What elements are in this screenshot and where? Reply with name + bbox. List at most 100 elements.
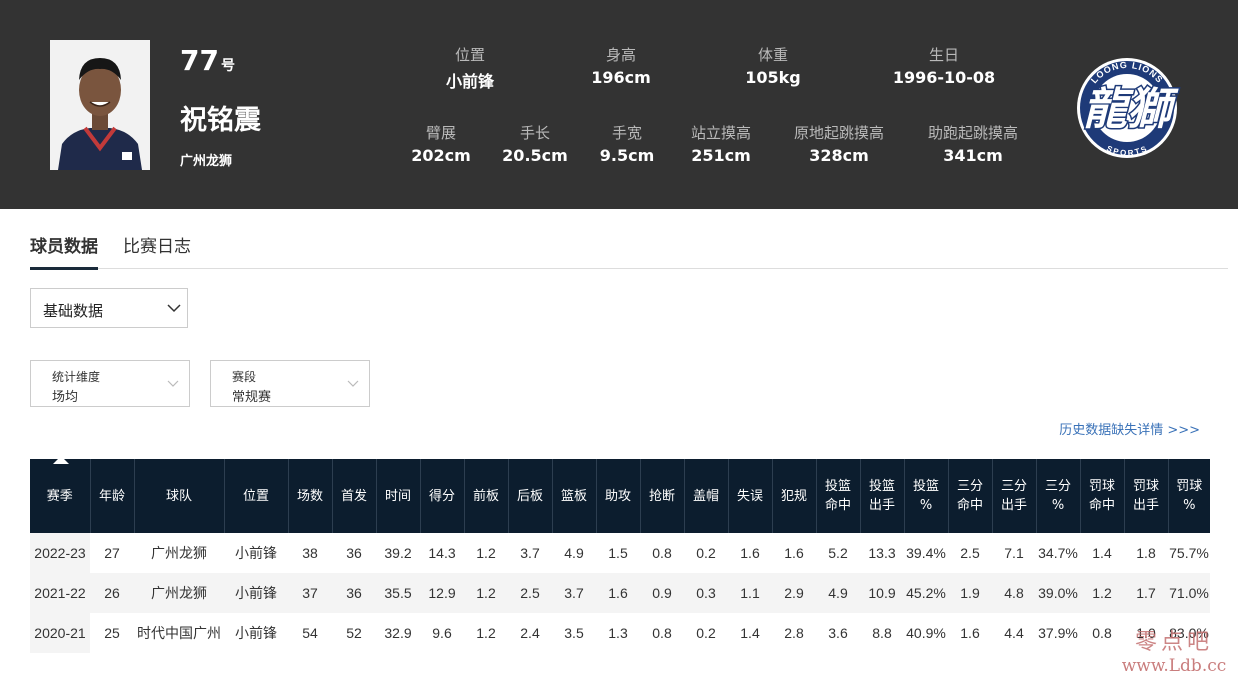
table-cell: 7.1 — [992, 533, 1036, 573]
attr-label: 手宽 — [611, 124, 642, 142]
column-header: 罚球 命中 — [1080, 459, 1125, 533]
table-cell: 12.9 — [420, 573, 464, 613]
stat-type-select[interactable]: 基础数据 — [30, 288, 188, 328]
table-cell: 35.5 — [376, 573, 420, 613]
table-cell: 2020-21 — [30, 613, 90, 653]
attr-value: 251cm — [691, 146, 751, 165]
table-cell: 1.2 — [1080, 573, 1124, 613]
player-name: 祝铭震 — [180, 105, 261, 136]
column-header[interactable]: 赛季 — [30, 459, 91, 533]
table-cell: 71.0% — [1168, 573, 1210, 613]
column-header: 场数 — [288, 459, 333, 533]
table-cell: 9.6 — [420, 613, 464, 653]
filter-phase-select[interactable]: 赛段 常规赛 — [210, 360, 370, 407]
table-cell: 小前锋 — [224, 573, 288, 613]
column-header: 失误 — [728, 459, 773, 533]
column-header: 三分 出手 — [992, 459, 1037, 533]
table-cell: 1.6 — [728, 533, 772, 573]
column-header: 得分 — [420, 459, 465, 533]
table-cell: 36 — [332, 573, 376, 613]
attr-standing-vertical: 原地起跳摸高 328cm — [769, 122, 909, 165]
column-header: 时间 — [376, 459, 421, 533]
column-header: 抢断 — [640, 459, 685, 533]
attr-value: 105kg — [745, 68, 801, 87]
attr-wingspan: 臂展 202cm — [371, 122, 511, 165]
attr-hand-length: 手长 20.5cm — [465, 122, 605, 165]
column-header: 三分 命中 — [948, 459, 993, 533]
table-cell: 1.0 — [1124, 613, 1168, 653]
table-cell: 4.8 — [992, 573, 1036, 613]
table-cell: 5.2 — [816, 533, 860, 573]
attr-value: 196cm — [591, 68, 651, 87]
table-cell: 2021-22 — [30, 573, 90, 613]
table-row: 2021-22 26 广州龙狮 小前锋 37 36 35.5 12.9 1.2 2.5 3.7 1.6… — [30, 573, 1210, 613]
column-header: 位置 — [224, 459, 289, 533]
attr-value: 9.5cm — [599, 146, 655, 165]
table-cell: 3.7 — [552, 573, 596, 613]
table-body: 2022-23 27 广州龙狮 小前锋 38 36 39.2 14.3 1.2 3.7 4.9 1.5… — [30, 533, 1210, 653]
attr-label: 生日 — [928, 46, 959, 64]
table-cell: 1.4 — [1080, 533, 1124, 573]
table-cell: 10.9 — [860, 573, 904, 613]
attr-value: 328cm — [809, 146, 869, 165]
table-cell: 40.9% — [904, 613, 948, 653]
tab-player-stats[interactable]: 球员数据 — [30, 232, 98, 270]
column-header: 首发 — [332, 459, 377, 533]
table-cell: 2.5 — [508, 573, 552, 613]
column-header: 罚球 出手 — [1124, 459, 1169, 533]
table-cell: 0.2 — [684, 613, 728, 653]
player-team: 广州龙狮 — [180, 154, 233, 169]
attr-standing-reach: 站立摸高 251cm — [651, 122, 791, 165]
table-cell: 34.7% — [1036, 533, 1080, 573]
table-cell: 2022-23 — [30, 533, 90, 573]
svg-text:SPORTS: SPORTS — [1105, 144, 1149, 158]
table-cell: 26 — [90, 573, 134, 613]
column-header: 罚球% — [1168, 459, 1210, 533]
filter-dimension-select[interactable]: 统计维度 场均 — [30, 360, 190, 407]
attr-label: 手长 — [519, 124, 550, 142]
table-cell: 52 — [332, 613, 376, 653]
logo-ring-bottom: SPORTS — [1105, 144, 1148, 158]
table-cell: 1.2 — [464, 613, 508, 653]
column-header: 三分% — [1036, 459, 1081, 533]
column-header: 前板 — [464, 459, 509, 533]
attr-hand-width: 手宽 9.5cm — [557, 122, 697, 165]
table-cell: 2.8 — [772, 613, 816, 653]
table-cell: 1.1 — [728, 573, 772, 613]
attr-height: 身高 196cm — [551, 44, 691, 87]
filter-label: 赛段 — [232, 370, 257, 384]
table-cell: 32.9 — [376, 613, 420, 653]
table-cell: 8.8 — [860, 613, 904, 653]
table-cell: 39.0% — [1036, 573, 1080, 613]
stat-type-value: 基础数据 — [43, 302, 104, 320]
team-logo: LOONG LIONS SPORTS 龍獅 — [1062, 52, 1192, 160]
table-cell: 45.2% — [904, 573, 948, 613]
table-cell: 13.3 — [860, 533, 904, 573]
tab-game-log[interactable]: 比赛日志 — [123, 237, 191, 257]
attr-value: 1996-10-08 — [892, 68, 996, 87]
table-cell: 0.2 — [684, 533, 728, 573]
table-cell: 83.0% — [1168, 613, 1210, 653]
table-cell: 小前锋 — [224, 613, 288, 653]
column-header: 助攻 — [596, 459, 641, 533]
watermark-line1: 零点吧 — [1134, 630, 1213, 655]
table-cell: 1.8 — [1124, 533, 1168, 573]
table-cell: 27 — [90, 533, 134, 573]
table-cell: 4.9 — [552, 533, 596, 573]
table-cell: 0.3 — [684, 573, 728, 613]
attr-value: 20.5cm — [502, 146, 568, 165]
table-cell: 1.6 — [596, 573, 640, 613]
table-cell: 0.9 — [640, 573, 684, 613]
table-cell: 38 — [288, 533, 332, 573]
history-missing-link[interactable]: 历史数据缺失详情 >>> — [1059, 423, 1200, 438]
attr-value: 202cm — [411, 146, 471, 165]
table-row: 2022-23 27 广州龙狮 小前锋 38 36 39.2 14.3 1.2 3.7 4.9 1.5… — [30, 533, 1210, 573]
table-cell: 广州龙狮 — [134, 573, 224, 613]
table-cell: 1.6 — [948, 613, 992, 653]
table-cell: 小前锋 — [224, 533, 288, 573]
column-header: 投篮 命中 — [816, 459, 861, 533]
table-cell: 3.5 — [552, 613, 596, 653]
column-header: 盖帽 — [684, 459, 729, 533]
table-cell: 时代中国广州 — [134, 613, 224, 653]
attr-label: 体重 — [757, 46, 788, 64]
